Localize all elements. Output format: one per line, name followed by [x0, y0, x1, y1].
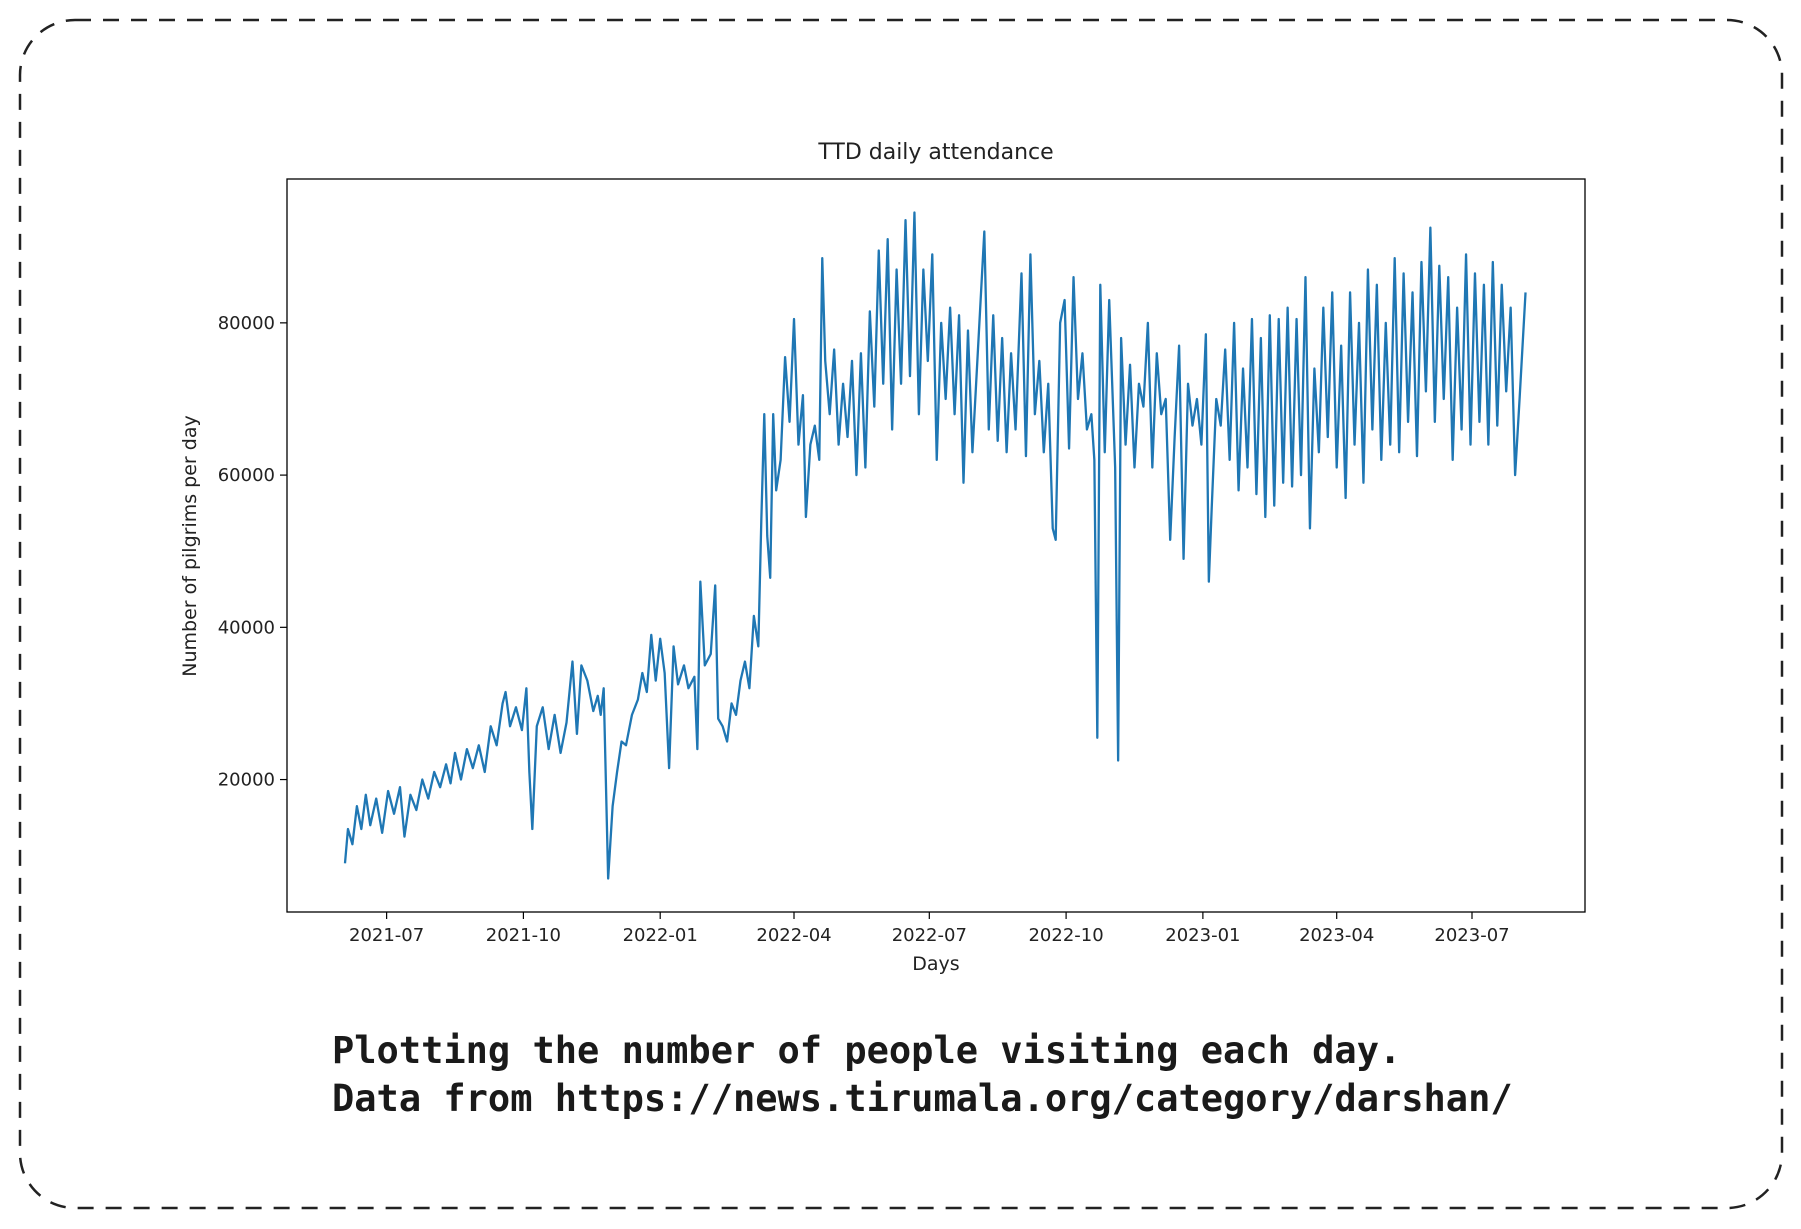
caption-line: Data from https://news.tirumala.org/cate…	[332, 1077, 1513, 1120]
y-axis-label: Number of pilgrims per day	[179, 415, 201, 676]
data-line	[343, 211, 1527, 880]
x-tick-label: 2022-04	[756, 925, 831, 946]
y-tick-label: 60000	[218, 465, 275, 486]
dashed-frame	[18, 18, 1784, 1210]
chart-title: TTD daily attendance	[817, 140, 1053, 165]
x-tick-label: 2021-10	[486, 925, 561, 946]
y-tick-label: 20000	[218, 770, 275, 791]
x-tick-label: 2022-01	[623, 925, 698, 946]
x-tick-label: 2022-07	[892, 925, 967, 946]
y-tick-label: 80000	[218, 313, 275, 334]
caption-line: Plotting the number of people visiting e…	[332, 1029, 1401, 1072]
y-tick-label: 40000	[218, 617, 275, 638]
plot-frame	[286, 178, 1586, 913]
x-tick-label: 2022-10	[1028, 925, 1103, 946]
x-tick-label: 2023-04	[1299, 925, 1374, 946]
x-tick-label: 2023-07	[1434, 925, 1509, 946]
x-tick-label: 2021-07	[349, 925, 424, 946]
x-tick-label: 2023-01	[1165, 925, 1240, 946]
x-axis-label: Days	[912, 953, 959, 975]
